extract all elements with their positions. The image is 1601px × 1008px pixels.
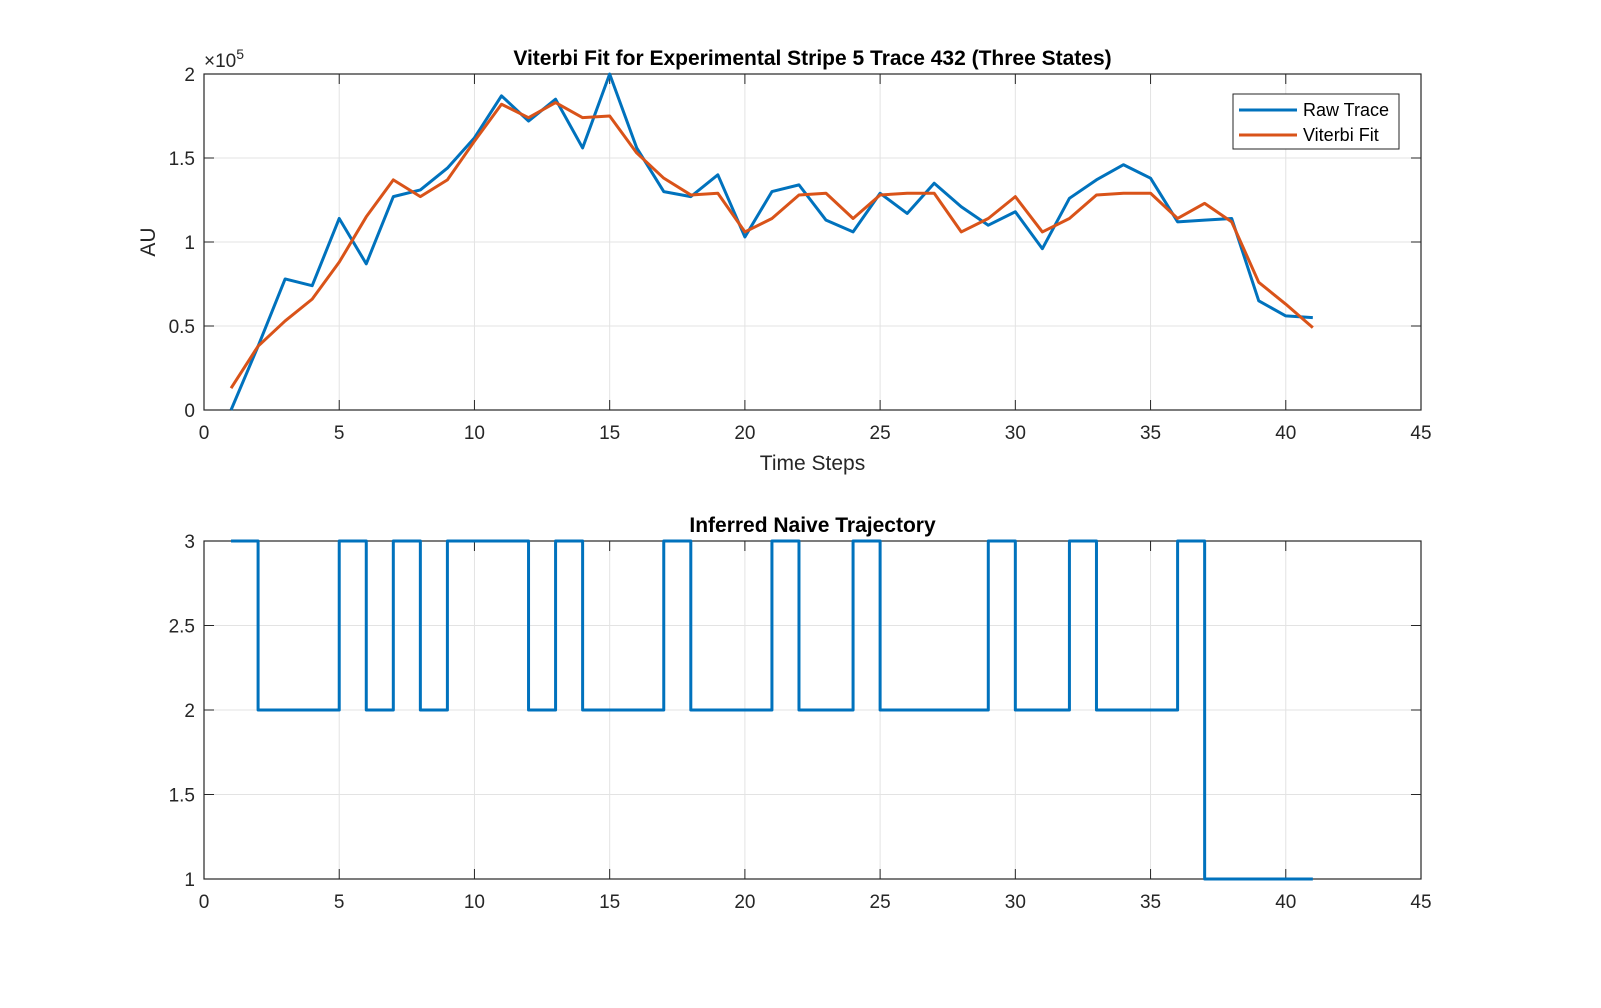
x-tick-label: 30 — [1005, 423, 1026, 444]
y-tick-label: 2.5 — [169, 617, 195, 638]
x-tick-label: 0 — [199, 892, 210, 913]
x-tick-label: 25 — [870, 423, 891, 444]
series-line-state — [231, 539, 1313, 881]
x-tick-label: 35 — [1140, 423, 1161, 444]
y-axis-label: AU — [137, 227, 160, 256]
x-tick-label: 5 — [334, 423, 345, 444]
plot-inferred-trajectory: 0 5 10 15 20 25 30 35 40 45 1 1.5 2 2.5 3 Inferred Naiv… — [169, 514, 1432, 913]
x-tick-label: 25 — [870, 892, 891, 913]
y-tick-label: 2 — [184, 701, 195, 722]
y-tick-label: 0 — [184, 401, 195, 422]
x-tick-label: 45 — [1410, 892, 1431, 913]
y-exponent-power: 5 — [236, 46, 244, 62]
y-exponent-label: ×105 — [204, 46, 244, 72]
legend-label: Raw Trace — [1303, 100, 1389, 120]
y-tick-label: 1 — [184, 870, 195, 891]
x-tick-label: 30 — [1005, 892, 1026, 913]
y-tick-label: 0.5 — [169, 317, 195, 338]
y-tick-label: 3 — [184, 532, 195, 553]
x-tick-label: 10 — [464, 892, 485, 913]
x-tick-label: 5 — [334, 892, 345, 913]
y-tick-label: 1.5 — [169, 149, 195, 170]
x-tick-label: 10 — [464, 423, 485, 444]
y-tick-label: 2 — [184, 65, 195, 86]
chart-title: Inferred Naive Trajectory — [689, 514, 936, 537]
y-tick-label: 1 — [184, 233, 195, 254]
x-tick-label: 35 — [1140, 892, 1161, 913]
x-tick-label: 45 — [1410, 423, 1431, 444]
x-tick-label: 20 — [734, 423, 755, 444]
x-tick-label: 15 — [599, 423, 620, 444]
x-tick-label: 40 — [1275, 423, 1296, 444]
chart-title: Viterbi Fit for Experimental Stripe 5 Tr… — [513, 47, 1111, 70]
y-exponent-base: ×10 — [204, 51, 236, 72]
x-tick-label: 20 — [734, 892, 755, 913]
legend-box — [1232, 93, 1400, 150]
x-tick-label: 0 — [199, 423, 210, 444]
series-line-viterbi-fit — [229, 101, 1314, 389]
y-tick-label: 1.5 — [169, 786, 195, 807]
x-tick-label: 15 — [599, 892, 620, 913]
x-axis-label: Time Steps — [760, 452, 865, 475]
x-tick-label: 40 — [1275, 892, 1296, 913]
legend-label: Viterbi Fit — [1303, 125, 1379, 145]
